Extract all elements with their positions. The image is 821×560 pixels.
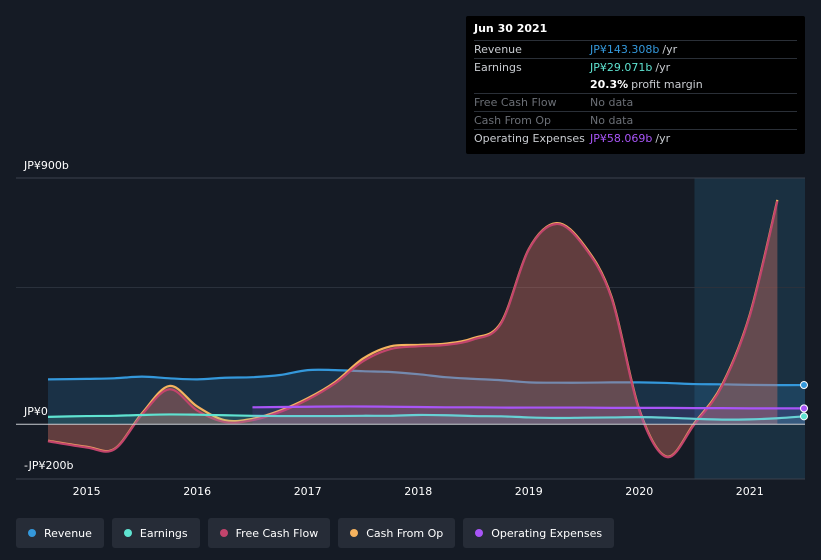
series-line-operating-expenses — [252, 405, 806, 410]
tooltip-label: Operating Expenses — [474, 132, 585, 145]
series-line-free-cash-flow — [47, 201, 779, 459]
legend-label: Cash From Op — [366, 526, 444, 540]
tooltip-unit: /yr — [655, 132, 671, 145]
tooltip-value: JP¥58.069b — [590, 132, 653, 145]
legend-dot-icon — [475, 529, 484, 537]
tooltip-row-earnings: Earnings JP¥29.071b /yr — [474, 58, 797, 76]
area-earnings — [48, 414, 805, 425]
tooltip-value: JP¥143.308b — [590, 43, 660, 56]
y-tick-label-bottom: -JP¥200b — [24, 459, 74, 472]
legend-item-revenue[interactable]: Revenue — [16, 518, 104, 548]
tooltip-value: No data — [590, 114, 634, 127]
legend-dot-icon — [28, 529, 36, 537]
area-operating-expenses — [252, 406, 805, 425]
series-line-earnings — [47, 413, 806, 421]
legend-dot-icon — [350, 529, 359, 537]
legend-item-free-cash-flow[interactable]: Free Cash Flow — [207, 518, 331, 548]
x-tick-label: 2020 — [625, 485, 653, 498]
end-marker-earnings — [800, 412, 808, 421]
chart-plot: 2015 2016 2017 2018 2019 2020 2021 — [16, 177, 808, 498]
tooltip-row-operating-expenses: Operating Expenses JP¥58.069b /yr — [474, 129, 797, 147]
tooltip-unit: /yr — [655, 61, 671, 74]
tooltip-row-profit-margin: 20.3% profit margin — [474, 76, 797, 93]
legend-item-cash-from-op[interactable]: Cash From Op — [338, 518, 456, 548]
x-tick-label: 2021 — [736, 485, 764, 498]
tooltip-value: No data — [590, 96, 634, 109]
legend-dot-icon — [219, 529, 228, 537]
tooltip-unit: profit margin — [631, 78, 703, 91]
legend-label: Free Cash Flow — [235, 526, 319, 540]
tooltip-unit: /yr — [662, 43, 678, 56]
x-tick-label: 2018 — [404, 485, 432, 498]
x-tick-label: 2019 — [515, 485, 543, 498]
y-tick-label-top: JP¥900b — [24, 159, 69, 172]
tooltip-label: Revenue — [474, 43, 522, 56]
x-tick-label: 2016 — [183, 485, 211, 498]
tooltip-label: Earnings — [474, 61, 522, 74]
tooltip-label: Cash From Op — [474, 114, 552, 127]
legend-item-operating-expenses[interactable]: Operating Expenses — [463, 518, 615, 548]
data-tooltip: Jun 30 2021 Revenue JP¥143.308b /yr Earn… — [466, 16, 805, 154]
tooltip-row-free-cash-flow: Free Cash Flow No data — [474, 93, 797, 111]
tooltip-value: JP¥29.071b — [590, 61, 653, 74]
series-line-revenue — [47, 368, 806, 387]
legend-label: Operating Expenses — [491, 526, 603, 540]
end-marker-revenue — [800, 381, 808, 390]
highlight-region — [694, 178, 805, 479]
tooltip-value: 20.3% — [590, 78, 629, 91]
legend-item-earnings[interactable]: Earnings — [111, 518, 200, 548]
tooltip-date: Jun 30 2021 — [474, 22, 548, 35]
tooltip-row-cash-from-op: Cash From Op No data — [474, 111, 797, 129]
legend-label: Earnings — [139, 526, 188, 540]
end-marker-operating-expenses — [800, 404, 808, 413]
x-tick-label: 2015 — [73, 485, 101, 498]
area-free-cash-flow — [48, 201, 778, 458]
tooltip-label: Free Cash Flow — [474, 96, 557, 109]
chart-legend: Revenue Earnings Free Cash Flow Cash Fro… — [16, 518, 615, 548]
x-tick-label: 2017 — [294, 485, 322, 498]
y-tick-label-zero: JP¥0 — [24, 405, 48, 418]
legend-label: Revenue — [44, 526, 92, 540]
tooltip-row-revenue: Revenue JP¥143.308b /yr — [474, 40, 797, 58]
legend-dot-icon — [123, 529, 132, 537]
